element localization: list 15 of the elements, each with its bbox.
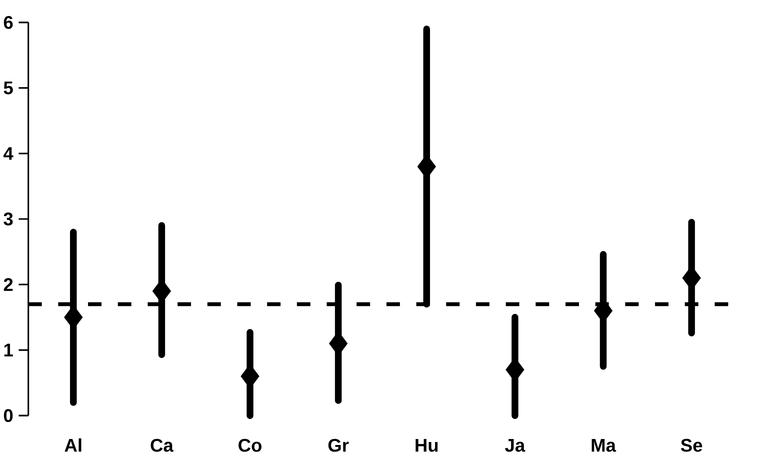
y-tick-label: 0 — [4, 409, 13, 422]
x-tick-label: Ca — [150, 438, 174, 452]
y-tick-label: 5 — [4, 82, 13, 94]
x-tick-label: Al — [64, 438, 82, 452]
x-tick-label: Se — [680, 438, 702, 452]
y-tick-label: 3 — [4, 212, 13, 226]
x-tick-label: Ma — [592, 439, 616, 452]
x-tick-label: Co — [238, 438, 262, 452]
y-tick-label: 2 — [4, 278, 13, 291]
y-tick-label: 1 — [4, 344, 13, 356]
x-tick-label: Gr — [328, 438, 349, 452]
y-tick-label: 4 — [3, 147, 14, 160]
y-tick-label: 6 — [4, 16, 13, 29]
x-tick-label: Ja — [505, 439, 526, 452]
x-tick-label: Hu — [416, 439, 438, 452]
